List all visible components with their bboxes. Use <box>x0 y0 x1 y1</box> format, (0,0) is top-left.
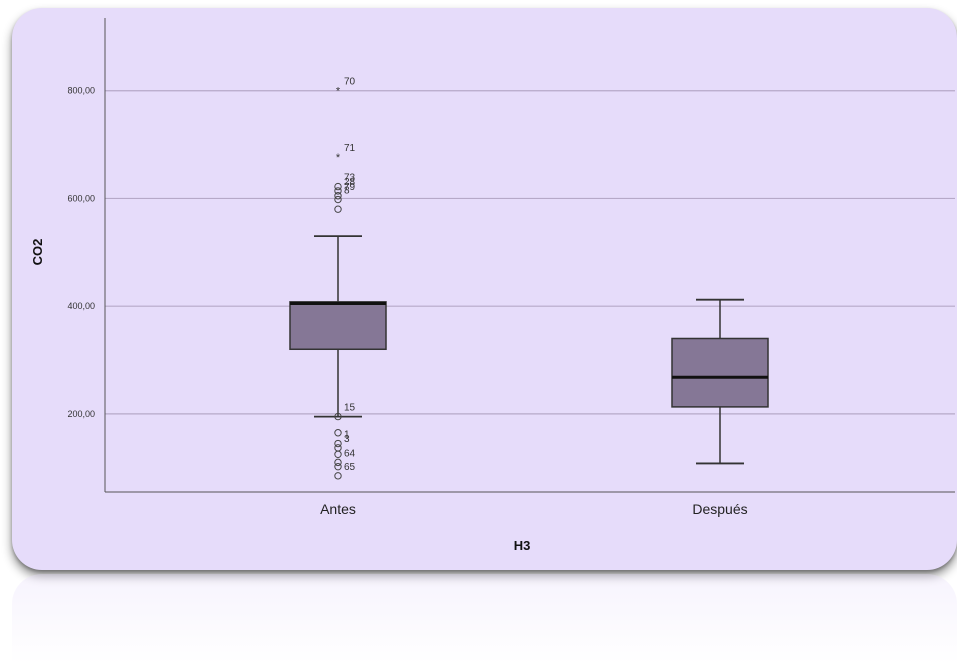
outlier-circle <box>334 187 342 195</box>
plot-reflection <box>12 574 957 664</box>
outlier-label: 15 <box>344 403 356 414</box>
y-axis-title: CO2 <box>30 239 45 266</box>
outlier-circle <box>334 439 342 448</box>
outlier-label: 79 <box>344 182 356 193</box>
outlier-star: * <box>336 86 341 98</box>
outlier-label: 8 <box>344 186 350 197</box>
outlier-circle <box>334 412 342 421</box>
outlier-circle <box>334 444 342 452</box>
outlier-circle <box>334 182 342 191</box>
x-axis-title: H3 <box>514 538 531 553</box>
y-tick-label: 400,00 <box>67 301 95 311</box>
x-tick-label: Después <box>692 501 747 517</box>
outlier-circle <box>334 462 342 471</box>
outlier-label: 73 <box>344 173 356 184</box>
outlier-label: 71 <box>344 143 356 154</box>
box-iqr <box>289 301 387 351</box>
plot-background <box>12 8 957 570</box>
tick-layer: 200,00 400,00 600,00 800,00 Antes Después <box>67 86 747 517</box>
y-tick-label: 200,00 <box>67 409 95 419</box>
outlier-label: 3 <box>344 434 350 445</box>
outlier-label: 70 <box>344 77 356 88</box>
outlier-circle <box>334 205 342 213</box>
outlier-label: 1 <box>344 430 350 441</box>
outlier-circle <box>334 195 342 204</box>
grid-layer <box>105 90 955 415</box>
outlier-circle <box>334 458 342 467</box>
outlier-circle <box>334 192 342 200</box>
y-tick-label: 600,00 <box>67 193 95 203</box>
outlier-label: 65 <box>344 462 356 473</box>
y-tick-label: 800,00 <box>67 86 95 96</box>
outlier-star: * <box>336 152 341 164</box>
axis-layer <box>104 18 955 493</box>
box-iqr <box>671 337 769 408</box>
outlier-circle <box>334 450 342 458</box>
outlier-label: 64 <box>344 448 356 459</box>
outlier-circle <box>334 472 342 480</box>
box-layer <box>289 235 769 465</box>
outlier-label: 28 <box>344 177 356 188</box>
x-tick-label: Antes <box>320 501 356 517</box>
outlier-circle <box>334 429 342 437</box>
